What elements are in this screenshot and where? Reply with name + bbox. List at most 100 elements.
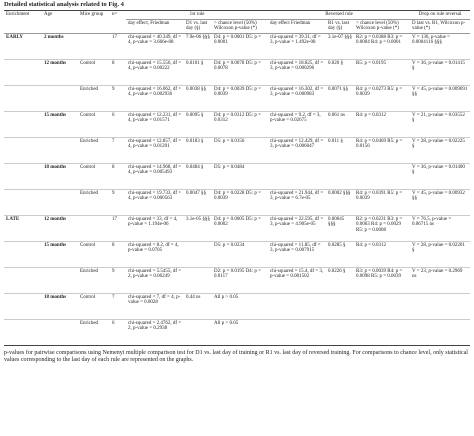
table-row: Enriched 9 chi-squared = 19.733, df = 4, p… (4, 189, 471, 216)
table-cell: V = 36, p-value = 0.01400 § (410, 163, 471, 190)
table-cell (184, 241, 212, 268)
table-cell: 8 (110, 163, 126, 190)
table-cell: All p > 0.05 (212, 319, 269, 346)
table-cell: D4: p = 0.0001 D5: p = 0.0001 (212, 33, 269, 60)
table-cell: 0.00045 §§§ (326, 215, 355, 242)
table-cell: R4: p = 0.0391 R5: p = 0.0039 (354, 189, 411, 216)
table-cell: R2: p = 0.0388 R3: p = 0.0004 R4: p = 0.… (354, 33, 411, 60)
table-cell: chi-squared = 5.5455, df = 2, p-value = … (126, 267, 184, 294)
table-cell: V = 45, p-value = 0.009091 §§ (410, 85, 471, 112)
table-cell: D5: p = 0.0156 (212, 137, 269, 164)
table-row: 18 months Control 7 chi-squared = 7, df = 4… (4, 293, 471, 320)
stats-table: Enrichment Age Mice group n= 1st rule Reverse… (4, 10, 471, 346)
table-cell: 0.0101 § (184, 59, 212, 86)
table-cell: D4: p = 0.0078 D5: p = 0.0078 (212, 59, 269, 86)
table-cell (42, 189, 78, 216)
table-row: Enriched 7 chi-squared = 12.857, df = 4, p… (4, 137, 471, 164)
table-cell: 0.0047 §§ (184, 189, 212, 216)
table-cell (410, 293, 471, 320)
header-cell: Reversed rule (268, 10, 411, 20)
subheader-cell: > chance level (50%) Wilcoxon p-value (*… (354, 19, 411, 34)
table-cell: chi-squared = 14.968, df = 4, p-value = … (126, 163, 184, 190)
table-cell: chi-squared = 16.302, df = 3, p-value = … (268, 85, 327, 112)
table-cell: R4: p = 0.0312 (354, 241, 411, 268)
table-cell (78, 33, 110, 60)
subheader-cell: day effect, Friedman (126, 19, 184, 34)
table-cell: V = 76.5, p-value = 0.06715 ns (410, 215, 471, 242)
table-cell (354, 319, 411, 346)
table-cell (4, 59, 42, 86)
table-cell: All p > 0.05 (212, 293, 269, 320)
table-cell: 0.0002 §§§ (326, 189, 355, 216)
table-cell: 3.1e-05 §§§ (184, 215, 212, 242)
table-cell: Enriched (78, 189, 110, 216)
table-cell (4, 111, 42, 138)
table-cell: Enriched (78, 85, 110, 112)
table-cell: 0.026 § (326, 59, 355, 86)
header-cell: 1st rule (126, 10, 269, 20)
table-cell: chi-squared = 7, df = 4, p-value = 0.002… (126, 293, 184, 320)
table-cell (42, 267, 78, 294)
table-cell: 9 (110, 267, 126, 294)
table-cell: 7 (110, 293, 126, 320)
footnote: p-values for pairwise comparisons using … (4, 349, 468, 364)
table-row: LATE 12 months 17 chi-squared = 33, df = 4,… (4, 215, 471, 242)
table-cell: chi-squared = 9.2, df = 3, p-value = 0.0… (268, 111, 327, 138)
table-cell (4, 241, 42, 268)
table-cell (42, 319, 78, 346)
table-cell (4, 85, 42, 112)
table-row: 18 months Control 8 chi-squared = 14.968, d… (4, 163, 471, 190)
table-cell: Enriched (78, 137, 110, 164)
table-cell (326, 293, 355, 320)
table-cell: chi-squared = 33, df = 4, p-value = 1.19… (126, 215, 184, 242)
table-cell: Enriched (78, 319, 110, 346)
table-cell: 0.061 ns (326, 111, 355, 138)
table-cell: chi-squared = 12.231, df = 4, p-value = … (126, 111, 184, 138)
table-cell: 12 months (42, 59, 78, 86)
table-cell: D5: p = 0.0234 (212, 241, 269, 268)
table-cell (4, 293, 42, 320)
table-cell: 6 (110, 319, 126, 346)
table-cell: chi-squared = 40.349, df = 4, p-value = … (126, 33, 184, 60)
table-cell (4, 319, 42, 346)
header-cell: Age (42, 10, 78, 34)
table-cell: 3.1e-07 §§§ (326, 33, 355, 60)
table-row: 12 months Control 8 chi-squared = 15.556, d… (4, 59, 471, 86)
table-cell (326, 163, 355, 190)
subheader-row: day effect, Friedman D1 vs. last day (§) >… (4, 19, 471, 34)
table-cell: 15 months (42, 241, 78, 268)
table-cell (4, 163, 42, 190)
table-cell: chi-squared = 15.4, df = 3, p-value = 0.… (268, 267, 327, 294)
table-cell (42, 85, 78, 112)
table-cell: R5: p = 0.0195 (354, 59, 411, 86)
caption: Detailed statistical analysis related to… (4, 1, 124, 8)
table-cell: 0.0071 §§ (326, 85, 355, 112)
table-cell: chi-squared = 15.556, df = 4, p-value = … (126, 59, 184, 86)
table-cell: D4: p = 0.0228 D5: p = 0.0039 (212, 189, 269, 216)
table-cell: chi-squared = 12.429, df = 3, p-value = … (268, 137, 327, 164)
header-cell: Enrichment (4, 10, 42, 34)
header-cell: Mice group (78, 10, 110, 34)
table-cell: V = 28, p-value = 0.02201 § (410, 241, 471, 268)
table-cell: chi-squared = 8.2, df = 4, p-value = 0.0… (126, 241, 184, 268)
table-cell: 18 months (42, 163, 78, 190)
table-cell: 0.0285 § (326, 241, 355, 268)
table-cell (410, 319, 471, 346)
table-row: EARLY 2 months 17 chi-squared = 40.349, df … (4, 33, 471, 60)
table-cell: chi-squared = 21.944, df = 3, p-value = … (268, 189, 327, 216)
header-row: Enrichment Age Mice group n= 1st rule Reverse… (4, 10, 471, 34)
table-row: Enriched 6 chi-squared = 2.4762, df = 2, p… (4, 319, 471, 346)
table-row: Enriched 9 chi-squared = 16.062, df = 4, p… (4, 85, 471, 112)
table-cell: D5: p = 0.0484 (212, 163, 269, 190)
subheader-cell: D1 vs. last day (§) (184, 19, 212, 34)
table-cell: chi-squared = 2.4762, df = 2, p-value = … (126, 319, 184, 346)
table-cell: 2 months (42, 33, 78, 60)
table-cell (268, 319, 327, 346)
table-cell: V = 28, p-value = 0.02225 § (410, 137, 471, 164)
table-cell (184, 319, 212, 346)
table-cell: 0.44 ns (184, 293, 212, 320)
table-cell: R3: p = 0.0039 R4: p = 0.0098 R5: p = 0.… (354, 267, 411, 294)
table-cell: 7.9e-06 §§§ (184, 33, 212, 60)
table-cell (354, 163, 411, 190)
